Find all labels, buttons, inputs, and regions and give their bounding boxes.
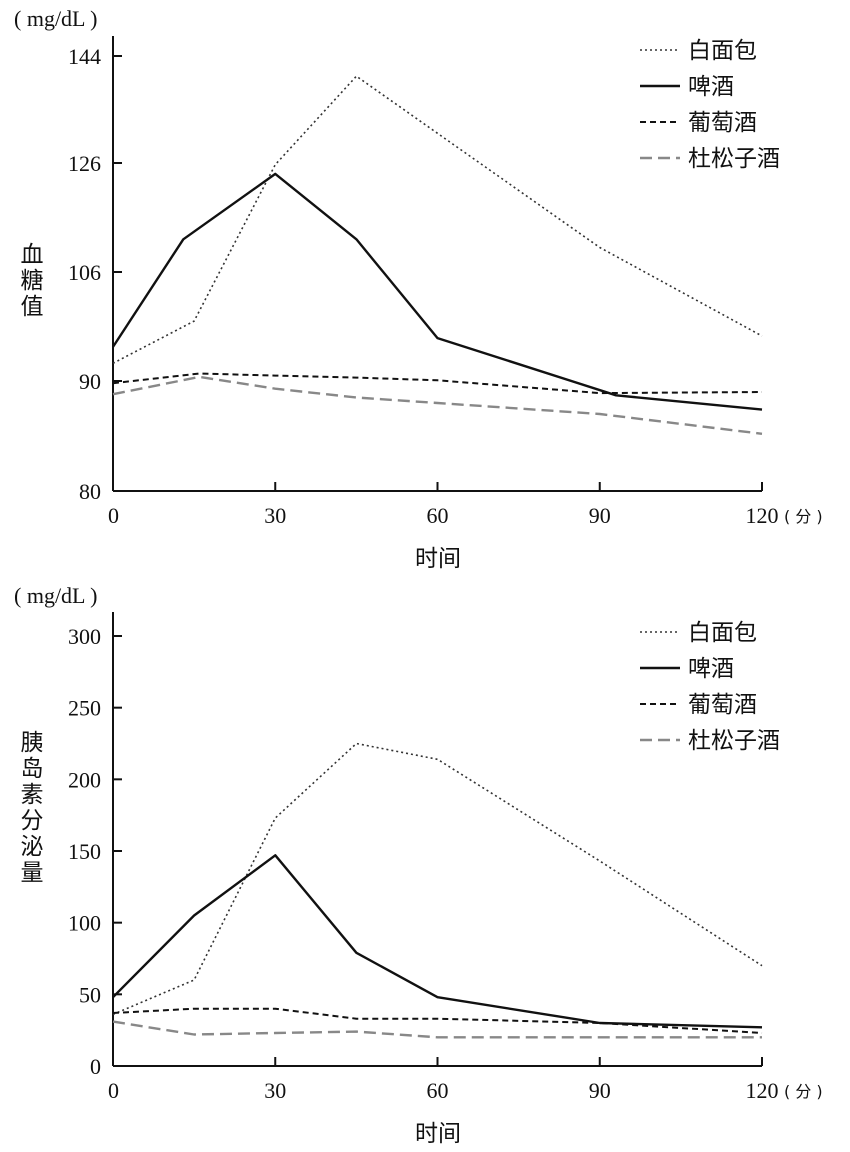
series-line-dotted: [112, 742, 763, 1016]
legend-label: 啤酒: [688, 74, 734, 100]
x-unit-label: ( 分 ): [784, 1082, 823, 1101]
x-tick-label: 90: [589, 503, 611, 528]
x-tick-label: 90: [589, 1078, 611, 1103]
x-tick-label: 30: [264, 1078, 286, 1103]
y-tick-label: 250: [68, 696, 101, 721]
series-line-solid: [112, 854, 763, 1029]
y-tick-label: 200: [68, 767, 101, 792]
series-line-solid: [111, 172, 763, 411]
y-unit-label: ( mg/dL ): [14, 583, 98, 608]
y-axis-label: 血糖值: [21, 242, 44, 320]
y-tick-label: 106: [68, 260, 101, 285]
x-tick-label: 60: [427, 1078, 449, 1103]
y-tick-label: 90: [79, 369, 101, 394]
y-tick-label: 150: [68, 839, 101, 864]
y-axis-label: 胰岛素分泌量: [21, 730, 44, 886]
y-tick-label: 80: [79, 479, 101, 504]
legend-label: 葡萄酒: [688, 110, 757, 136]
legend-label: 白面包: [688, 620, 757, 646]
x-tick-label: 60: [427, 503, 449, 528]
x-tick-label: 120: [746, 503, 779, 528]
x-tick-label: 30: [264, 503, 286, 528]
legend-label: 杜松子酒: [688, 146, 780, 172]
x-unit-label: ( 分 ): [784, 507, 823, 526]
series-line-dashed: [112, 1007, 763, 1034]
x-axis-label: 时间: [415, 1121, 461, 1147]
y-tick-label: 50: [79, 982, 101, 1007]
y-tick-label: 126: [68, 151, 101, 176]
y-tick-label: 300: [68, 624, 101, 649]
x-tick-label: 0: [108, 503, 119, 528]
legend-label: 葡萄酒: [688, 692, 757, 718]
y-tick-label: 144: [68, 44, 101, 69]
legend-label: 白面包: [688, 38, 757, 64]
y-tick-label: 0: [90, 1054, 101, 1079]
series-line-longdash: [112, 375, 763, 435]
legend-label: 杜松子酒: [688, 728, 780, 754]
x-tick-label: 0: [108, 1078, 119, 1103]
series-line-longdash: [112, 1020, 762, 1039]
legend-label: 啤酒: [688, 656, 734, 682]
y-unit-label: ( mg/dL ): [14, 6, 98, 31]
y-tick-label: 100: [68, 911, 101, 936]
series-line-dashed: [112, 372, 763, 395]
series-line-dotted: [112, 75, 763, 365]
x-tick-label: 120: [746, 1078, 779, 1103]
x-axis-label: 时间: [415, 546, 461, 572]
